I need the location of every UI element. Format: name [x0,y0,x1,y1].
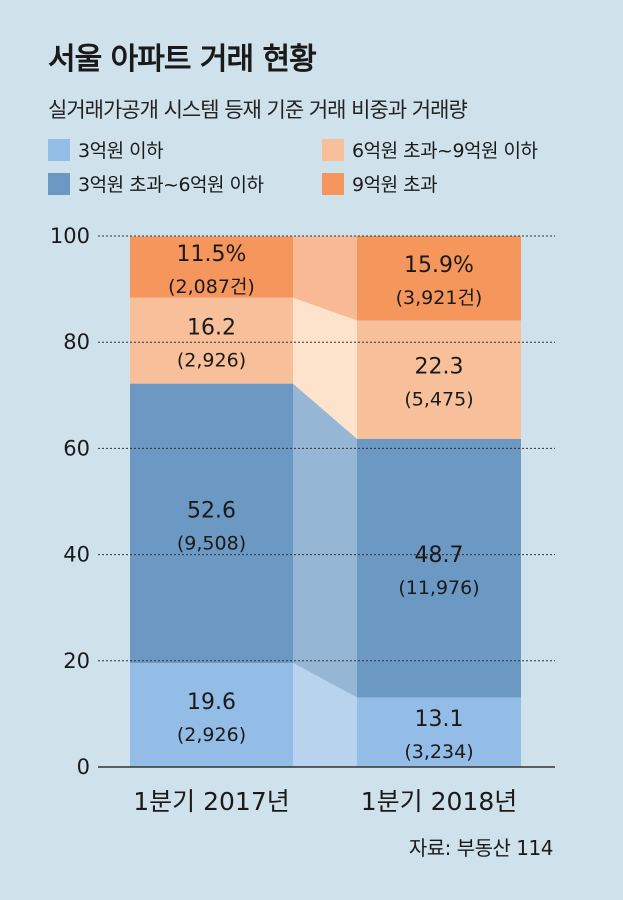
legend-swatch [48,138,70,161]
data-label-percent: 52.6 [187,498,236,523]
bridge-segment [293,662,357,767]
legend-swatch [48,172,70,195]
bridge-segment [293,297,357,439]
grid-layer [98,235,555,768]
legend-swatch [322,172,344,195]
bar-segment [130,297,293,384]
bridge-segment [293,236,357,321]
bars-layer [130,236,521,767]
legend-item-under-3: 3억원 이하 [48,136,164,163]
data-label-count: (2,926) [177,724,246,746]
legend-label: 9억원 초과 [352,174,438,196]
legend-label: 3억원 초과~6억원 이하 [78,174,264,196]
legend-label: 3억원 이하 [78,140,164,162]
data-label-count: (11,976) [398,577,479,599]
data-label-percent: 16.2 [187,316,236,341]
data-label-count: (9,508) [177,532,246,554]
data-label-percent: 19.6 [187,690,236,715]
data-label-percent: 48.7 [415,543,464,568]
legend-item-6-to-9: 6억원 초과~9억원 이하 [322,136,538,163]
y-tick-label: 100 [50,224,90,248]
x-category-label: 1분기 2017년 [133,787,289,816]
source-note: 자료: 부동산 114 [408,836,554,860]
data-label-count: (2,087건) [168,276,255,298]
y-tick-label: 60 [63,436,90,460]
bridge-segment [293,383,357,698]
labels-layer: 19.6 (2,926) 13.1 (3,234) 52.6 (9,508) 48.7 (11… [50,224,517,816]
chart-title: 서울 아파트 거래 현황 [48,42,317,77]
data-label-count: (5,475) [404,389,473,411]
legend-label: 6억원 초과~9억원 이하 [352,140,538,162]
bar-segment [130,236,293,298]
data-label-percent: 13.1 [415,707,464,732]
bar-segment [357,320,521,439]
y-tick-label: 80 [63,330,90,354]
bridge-layer [293,236,357,767]
data-label-percent: 11.5% [177,242,247,267]
legend-swatch [322,138,344,161]
bar-segment [357,438,521,698]
data-label-count: (2,926) [177,350,246,372]
data-label-percent: 22.3 [415,355,464,380]
y-tick-label: 20 [63,649,90,673]
data-label-count: (3,234) [404,741,473,763]
bar-segment [130,383,293,663]
bar-segment [357,236,521,321]
data-label-percent: 15.9% [404,253,474,278]
y-tick-label: 0 [77,755,90,779]
legend-item-3-to-6: 3억원 초과~6억원 이하 [48,170,264,197]
chart-subtitle: 실거래가공개 시스템 등재 기준 거래 비중과 거래량 [48,98,468,122]
x-category-label: 1분기 2018년 [361,787,517,816]
data-label-count: (3,921건) [396,287,483,309]
bar-segment [130,662,293,767]
y-tick-label: 40 [63,543,90,567]
legend-item-over-9: 9억원 초과 [322,170,438,197]
bar-segment [357,697,521,767]
